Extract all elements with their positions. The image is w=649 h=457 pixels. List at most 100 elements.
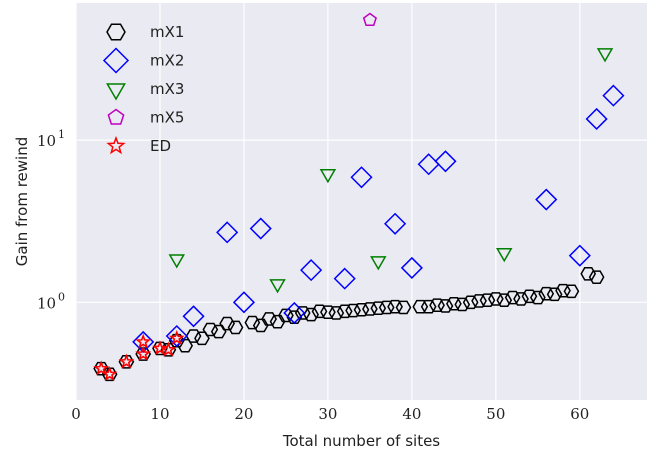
legend-item: mX5 [107,108,184,127]
data-point [232,291,256,314]
data-point [585,107,608,131]
data-point [400,256,423,279]
data-point [168,333,185,348]
legend-label: mX5 [150,109,184,127]
x-tick-label: 30 [318,405,337,423]
x-tick-label: 60 [570,405,589,423]
plot-background [76,3,647,400]
data-point [165,324,188,348]
data-point [135,333,152,349]
series-mX5 [362,12,377,26]
data-point [216,221,239,244]
y-tick-base: 10 [37,294,56,312]
data-point [496,248,513,263]
x-tick-label: 50 [486,405,505,423]
data-point [588,270,605,284]
y-axis-label: Gain from rewind [13,137,31,266]
data-point [434,150,457,173]
legend: mX1 mX2 mX3 mX5 ED [102,23,184,155]
legend-marker [107,108,125,125]
data-point [252,318,269,333]
legend-item: ED [106,135,171,155]
data-point [286,310,303,324]
data-point [118,353,135,369]
legend-label: mX3 [150,80,184,98]
data-point [93,360,110,376]
data-point [135,345,152,361]
data-point [101,366,118,382]
data-point [269,279,286,294]
data-point [210,324,227,339]
data-point [353,302,370,317]
legend-marker [102,47,130,74]
data-point [311,304,328,319]
x-tick-label: 0 [71,405,81,423]
data-point [249,217,272,240]
data-points [93,12,625,382]
data-point [395,300,412,315]
data-point [429,298,445,313]
data-point [168,254,185,269]
legend-label: mX2 [150,52,184,70]
data-point [336,304,353,319]
legend-item: mX1 [106,23,184,41]
data-point [370,301,387,316]
data-point [446,296,462,311]
series-mX1 [93,266,605,382]
data-point [471,294,487,308]
data-point [563,284,580,299]
data-point [538,286,555,301]
data-point [300,259,323,282]
data-point [387,299,403,314]
data-point [568,244,591,267]
series-mX2 [132,84,625,353]
grid-lines [75,3,647,400]
legend-label: ED [150,137,171,155]
x-tick-label: 10 [150,405,169,423]
data-point [602,84,625,107]
data-point [227,320,244,335]
x-axis-label: Total number of sites [282,432,440,450]
data-point [93,361,110,376]
data-point [320,305,336,319]
legend-label: mX1 [150,23,184,41]
data-point [152,340,168,356]
y-tick-exponent: 0 [58,290,65,303]
y-tick-exponent: 1 [58,128,65,141]
data-point [132,330,155,353]
data-point [555,283,571,298]
data-point [333,267,356,290]
series-mX3 [168,48,614,294]
data-point [370,256,387,271]
legend-marker [106,135,126,155]
data-point [168,330,185,346]
data-point [269,314,286,329]
legend-item: mX2 [102,47,184,74]
data-point [412,299,429,314]
y-tick-label: 10 0 [37,290,65,312]
data-point [535,188,558,211]
y-tick-label: 10 1 [37,128,65,150]
data-point [101,367,118,382]
legend-item: mX3 [106,80,184,101]
data-point [219,316,236,331]
x-tick-label: 20 [234,405,253,423]
data-point [362,302,378,316]
data-point [384,212,407,235]
data-point [319,169,337,184]
x-tick-label: 40 [402,405,421,423]
data-point [118,354,135,369]
series-ED [93,330,185,382]
x-tick-labels: 0 10 20 30 40 50 60 [71,405,589,423]
legend-marker [106,83,126,101]
data-point [182,305,205,328]
legend-marker [106,23,126,41]
data-point [596,48,614,63]
y-tick-base: 10 [37,132,56,150]
data-point [160,341,177,357]
data-point [350,166,373,189]
data-point [345,303,361,318]
data-point [362,12,377,26]
